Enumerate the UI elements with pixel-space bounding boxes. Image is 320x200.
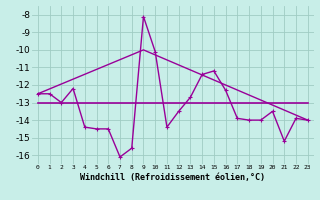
X-axis label: Windchill (Refroidissement éolien,°C): Windchill (Refroidissement éolien,°C)	[80, 173, 265, 182]
